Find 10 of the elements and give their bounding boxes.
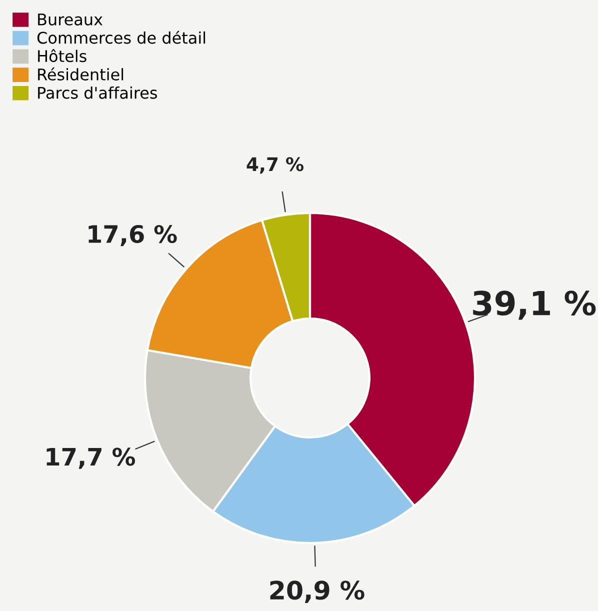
data-label: 17,7 % <box>46 448 136 469</box>
legend-label: Bureaux <box>38 14 102 26</box>
legend-label: Commerces de détail <box>37 30 206 44</box>
legend-label: Hôtels <box>38 49 86 62</box>
data-label: 17,6 % <box>88 224 177 246</box>
legend-label: Résidentiel <box>38 67 124 80</box>
legend-label: Parcs d'affaires <box>38 86 157 99</box>
data-label: 20,9 % <box>270 580 364 604</box>
data-label: 39,1 % <box>473 290 596 320</box>
data-label: 4,7 % <box>246 157 304 174</box>
